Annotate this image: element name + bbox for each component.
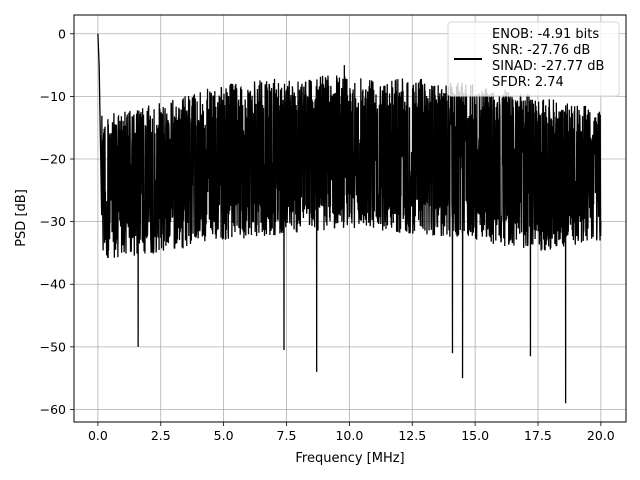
psd-series-line: [97, 33, 602, 404]
x-tick-label: 2.5: [151, 428, 171, 443]
legend-entry-line-4: SFDR: 2.74: [492, 75, 564, 90]
y-tick-label: −50: [40, 339, 66, 354]
x-tick-label: 0.0: [88, 428, 108, 443]
plot-area-frame: [73, 14, 627, 423]
psd-trace: [97, 33, 602, 404]
legend-box: [447, 21, 620, 97]
x-tick-label: 12.5: [398, 428, 426, 443]
x-axis-label: Frequency [MHz]: [295, 451, 404, 466]
x-axis-ticks: 0.0 2.5 5.0 7.5 10.0 12.5 15.0 17.5 20.0: [88, 422, 615, 443]
y-tick-label: −10: [40, 89, 66, 104]
x-tick-label: 5.0: [214, 428, 234, 443]
legend-entry-line-2: SNR: -27.76 dB: [492, 43, 590, 58]
y-tick-label: −20: [40, 152, 66, 167]
y-axis-ticks: 0 −10 −20 −30 −40 −50 −60: [40, 26, 74, 417]
y-tick-label: 0: [58, 26, 66, 41]
legend-entry-line-1: ENOB: -4.91 bits: [492, 27, 599, 42]
y-tick-label: −40: [40, 277, 66, 292]
y-axis-label: PSD [dB]: [14, 189, 29, 247]
x-tick-label: 20.0: [587, 428, 615, 443]
x-tick-label: 10.0: [335, 428, 363, 443]
y-tick-label: −60: [40, 402, 66, 417]
legend: ENOB: -4.91 bits SNR: -27.76 dB SINAD: -…: [447, 21, 620, 97]
x-tick-label: 15.0: [461, 428, 489, 443]
y-tick-label: −30: [40, 214, 66, 229]
legend-entry-line-3: SINAD: -27.77 dB: [492, 59, 604, 74]
x-tick-label: 7.5: [277, 428, 297, 443]
x-tick-label: 17.5: [524, 428, 552, 443]
